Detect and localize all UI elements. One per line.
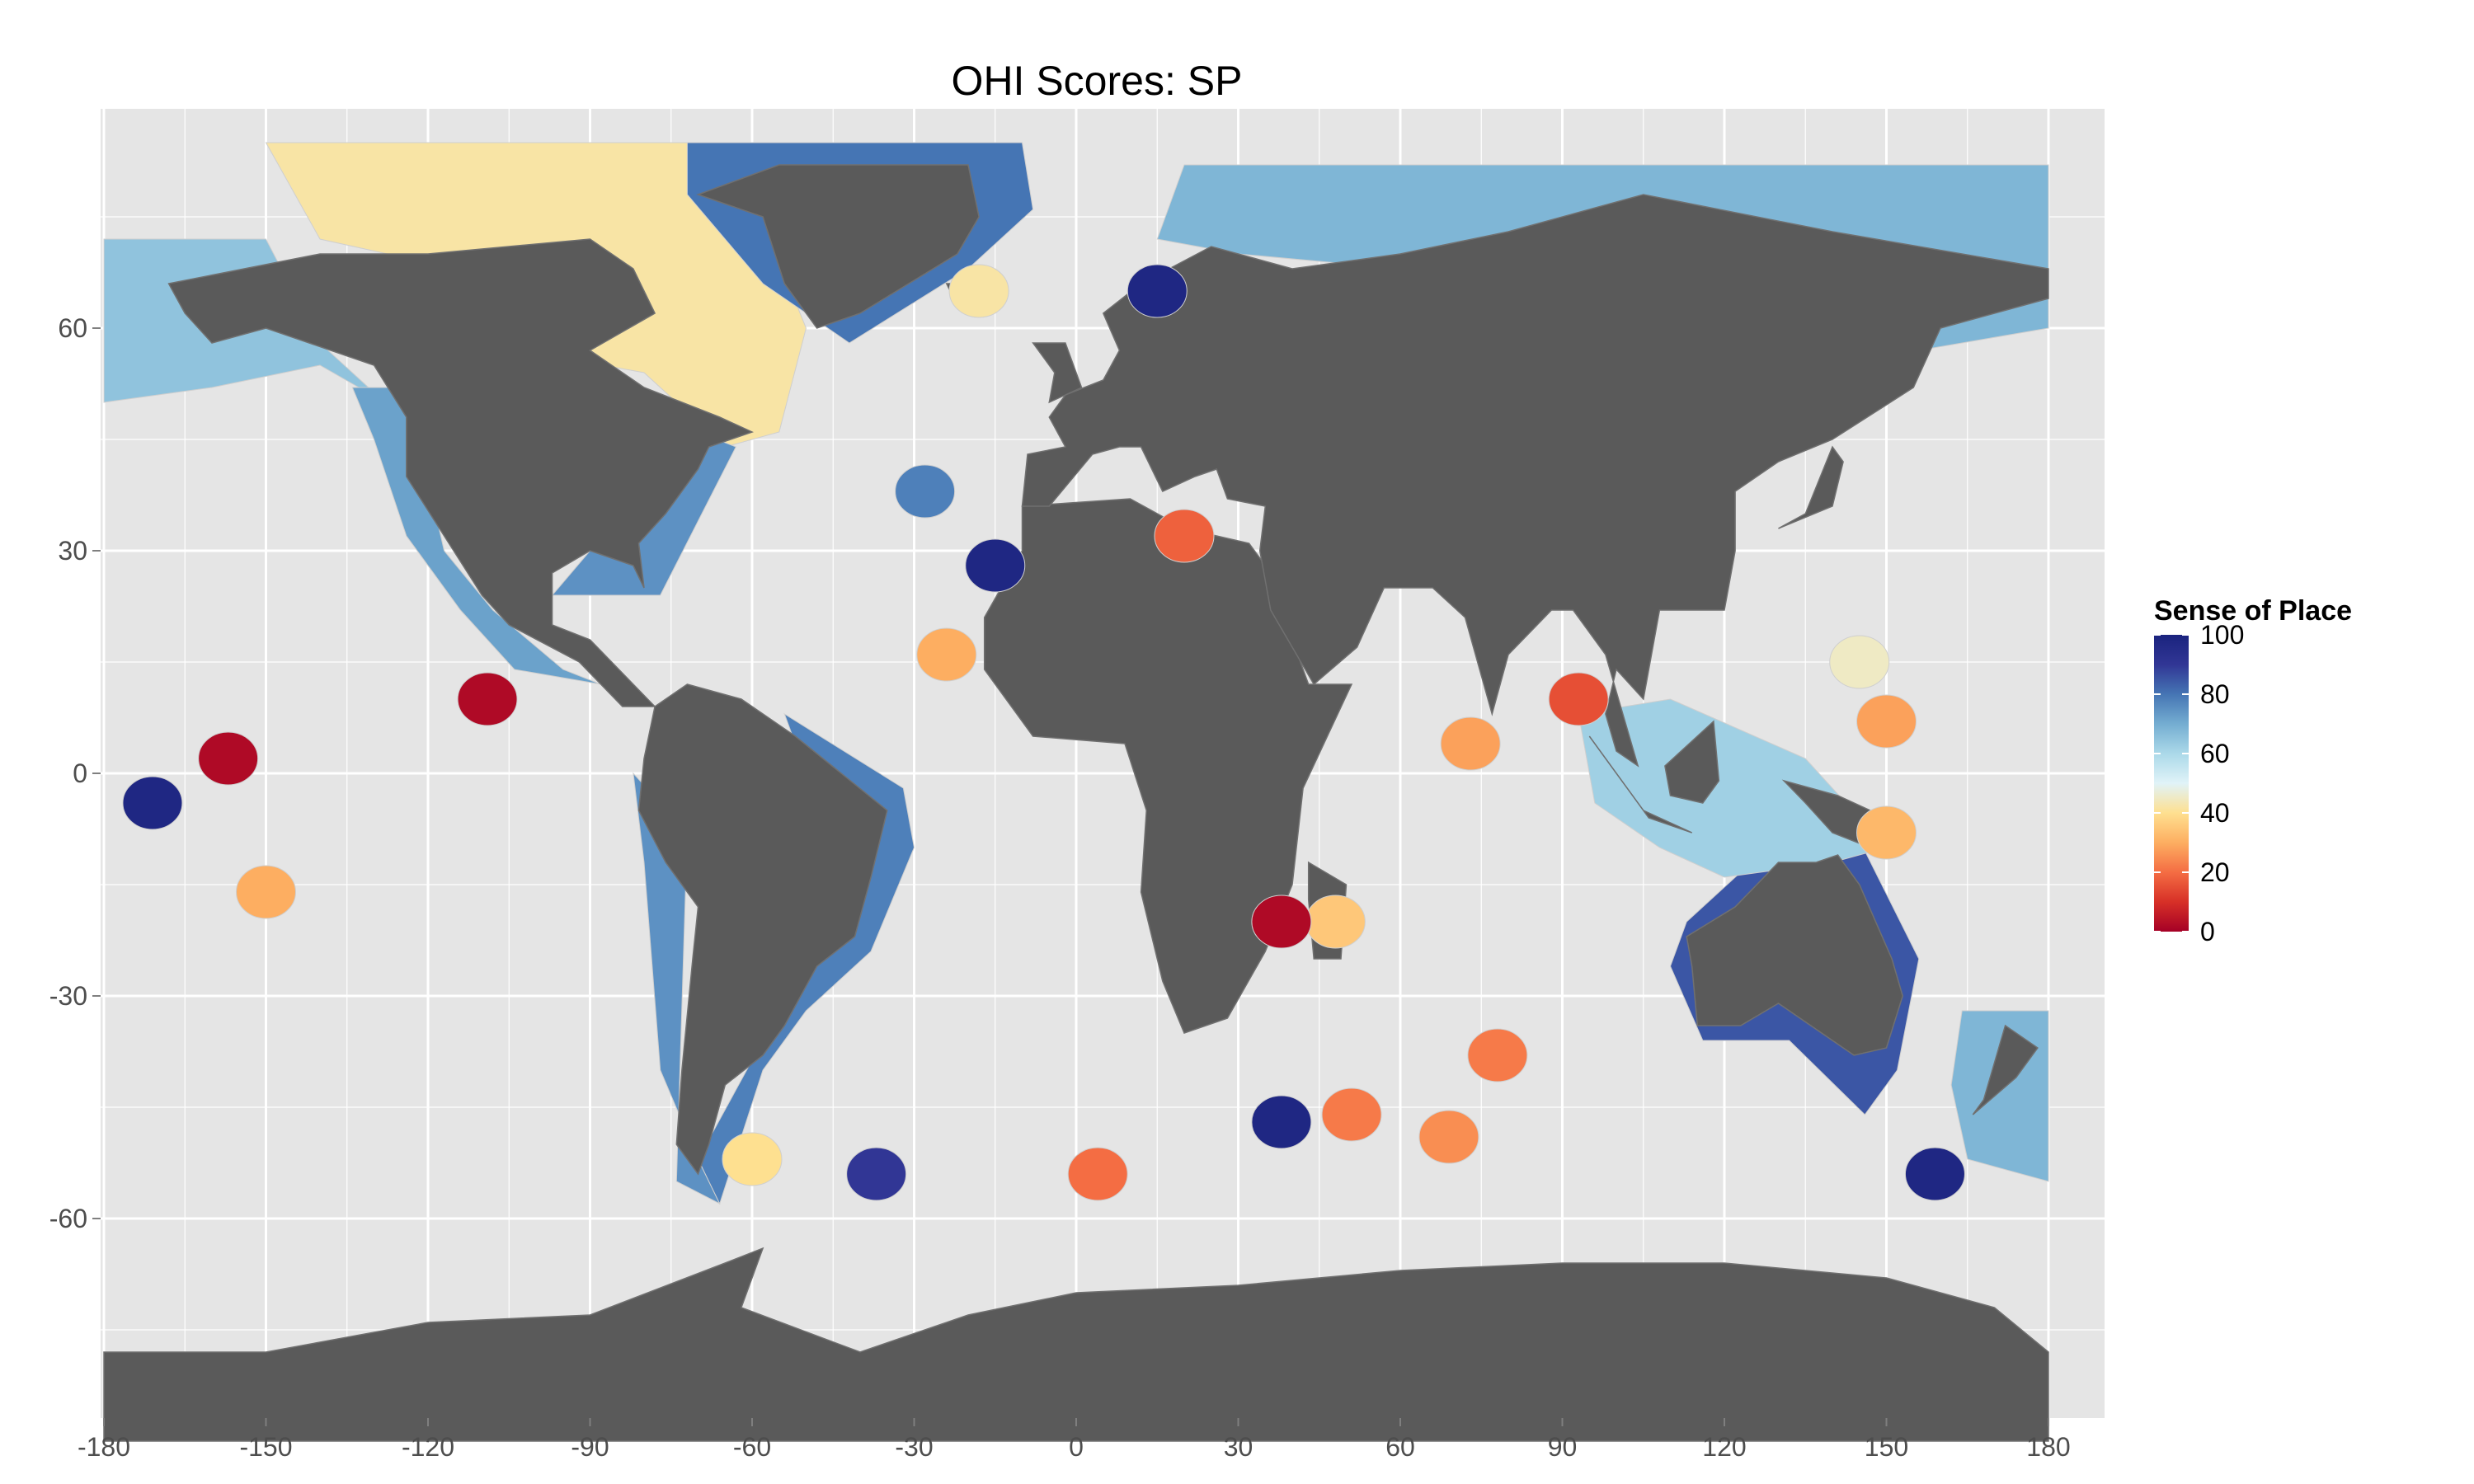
region-zone bbox=[965, 538, 1026, 593]
region-zone bbox=[236, 865, 296, 919]
x-tick-label: -150 bbox=[239, 1432, 292, 1462]
legend-label: 80 bbox=[2200, 679, 2230, 709]
legend-label: 40 bbox=[2200, 798, 2230, 828]
land-mass bbox=[1664, 720, 1720, 804]
land-mass bbox=[1032, 342, 1083, 404]
land-mass bbox=[983, 498, 1353, 1034]
x-tick-label: -60 bbox=[733, 1432, 771, 1462]
x-tick-label: 120 bbox=[1702, 1432, 1746, 1462]
legend-label: 20 bbox=[2200, 857, 2230, 887]
region-zone bbox=[1856, 805, 1917, 860]
region-zone bbox=[1440, 716, 1501, 771]
region-zone bbox=[722, 1132, 783, 1186]
legend-label: 60 bbox=[2200, 739, 2230, 768]
land-mass bbox=[1588, 735, 1693, 834]
land-mass bbox=[1778, 445, 1844, 529]
region-zone bbox=[948, 264, 1009, 318]
region-zone bbox=[895, 464, 956, 519]
region-zone bbox=[122, 776, 183, 830]
x-tick-label: 0 bbox=[1069, 1432, 1084, 1462]
y-tick-label: 30 bbox=[58, 536, 87, 566]
island-zones bbox=[122, 264, 1965, 1201]
region-zone bbox=[1154, 509, 1215, 563]
region-zone bbox=[1305, 895, 1366, 949]
region-zone bbox=[1067, 1147, 1128, 1201]
region-zone bbox=[846, 1147, 907, 1201]
region-zone bbox=[198, 731, 259, 786]
y-axis: 60 30 0 -30 -60 bbox=[49, 313, 101, 1233]
legend-ticks: 100 80 60 40 20 0 bbox=[2154, 620, 2244, 946]
region-zone bbox=[1829, 635, 1890, 689]
legend-label: 0 bbox=[2200, 917, 2215, 946]
region-zone bbox=[457, 672, 518, 726]
legend-title: Sense of Place bbox=[2154, 595, 2352, 627]
land-mass bbox=[1686, 854, 1903, 1056]
x-tick-label: 150 bbox=[1865, 1432, 1908, 1462]
region-zone bbox=[1321, 1087, 1382, 1142]
region-zone bbox=[916, 627, 977, 682]
land-mass bbox=[696, 164, 980, 329]
land-mass bbox=[103, 1247, 2049, 1442]
land-masses bbox=[103, 164, 2049, 1442]
x-tick-label: -120 bbox=[402, 1432, 454, 1462]
map-title: OHI Scores: SP bbox=[952, 58, 1243, 104]
region-zone bbox=[1548, 672, 1609, 726]
y-tick-label: -60 bbox=[49, 1204, 87, 1233]
x-tick-label: -180 bbox=[78, 1432, 130, 1462]
legend-label: 100 bbox=[2200, 620, 2244, 650]
x-tick-label: 90 bbox=[1548, 1432, 1578, 1462]
x-tick-label: 60 bbox=[1385, 1432, 1415, 1462]
x-tick-label: -30 bbox=[895, 1432, 933, 1462]
region-zone bbox=[1856, 694, 1917, 749]
y-tick-label: 60 bbox=[58, 313, 87, 343]
region-zone bbox=[1126, 264, 1188, 318]
y-tick-label: 0 bbox=[73, 758, 87, 788]
region-zone bbox=[1251, 895, 1312, 949]
land-mass bbox=[1021, 194, 2049, 768]
x-axis: -180 -150 -120 -90 -60 -30 0 30 60 90 120 150 180 bbox=[78, 1418, 2071, 1462]
region-zone bbox=[1418, 1110, 1479, 1164]
legend-colorbar bbox=[2154, 635, 2189, 932]
region-zone bbox=[1251, 1095, 1312, 1149]
region-zone bbox=[1904, 1147, 1965, 1201]
x-tick-label: 180 bbox=[2026, 1432, 2070, 1462]
region-zone bbox=[1467, 1028, 1528, 1082]
land-mass bbox=[167, 238, 755, 707]
map-panel bbox=[101, 109, 2105, 1442]
land-mass bbox=[1972, 1024, 2039, 1115]
legend: Sense of Place 100 80 60 40 20 0 bbox=[2154, 595, 2352, 946]
y-tick-label: -30 bbox=[49, 981, 87, 1011]
land-mass bbox=[637, 683, 888, 1176]
x-tick-label: 30 bbox=[1224, 1432, 1253, 1462]
x-tick-label: -90 bbox=[571, 1432, 609, 1462]
